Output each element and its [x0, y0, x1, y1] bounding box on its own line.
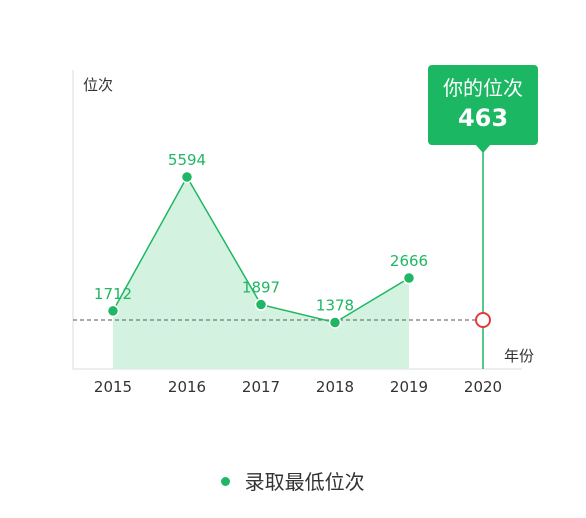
callout-box [428, 65, 538, 145]
data-point-2017[interactable] [254, 298, 268, 311]
data-label-2017: 1897 [242, 279, 280, 297]
reference-marker[interactable] [475, 312, 491, 328]
callout-value: 463 [458, 104, 508, 132]
callout-title: 你的位次 [443, 76, 523, 100]
x-axis-label: 年份 [504, 347, 534, 365]
x-tick-label-2015: 2015 [94, 378, 132, 396]
data-point-2016[interactable] [180, 170, 194, 184]
area-fill [113, 177, 409, 369]
x-tick-label-2017: 2017 [242, 378, 280, 396]
legend[interactable]: 录取最低位次 [0, 466, 586, 495]
x-tick-label-2016: 2016 [168, 378, 206, 396]
data-label-2018: 1378 [316, 296, 354, 314]
callout-pointer [475, 144, 491, 153]
area-fill-group [113, 177, 409, 369]
data-point-2019[interactable] [402, 271, 416, 285]
data-points-group[interactable] [106, 170, 416, 329]
data-label-2019: 2666 [390, 252, 428, 270]
data-label-2015: 1712 [94, 285, 132, 303]
rank-callout: 你的位次 463 [428, 65, 538, 153]
y-axis-label: 位次 [83, 76, 113, 94]
data-point-2015[interactable] [106, 304, 120, 318]
x-tick-label-2018: 2018 [316, 378, 354, 396]
data-point-2018[interactable] [328, 316, 342, 329]
x-tick-label-2019: 2019 [390, 378, 428, 396]
x-tick-label-2020: 2020 [464, 378, 502, 396]
legend-series-name: 录取最低位次 [244, 470, 365, 494]
data-labels-group: 1712 5594 1897 1378 2666 [94, 151, 428, 314]
data-label-2016: 5594 [168, 151, 206, 169]
x-tick-labels-group: 2015 2016 2017 2018 2019 2020 [94, 378, 502, 396]
legend-dot-icon [221, 477, 231, 486]
